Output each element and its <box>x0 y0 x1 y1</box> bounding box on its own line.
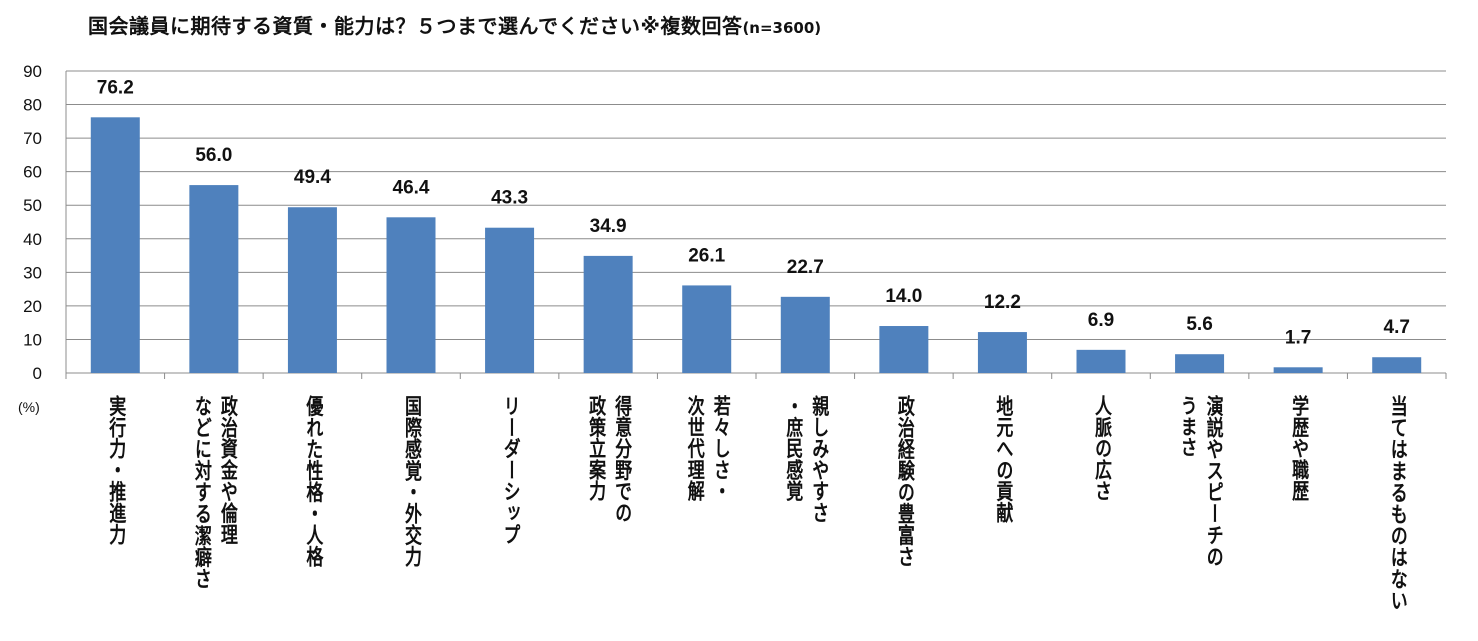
y-axis-unit-label: (%) <box>18 399 40 415</box>
bar <box>682 285 732 373</box>
x-category-label: 政策立案力 <box>585 394 607 502</box>
x-category-label: 人脈の広さ <box>1091 395 1112 501</box>
data-label: 5.6 <box>1186 314 1212 335</box>
x-category-label: ・庶民感覚 <box>782 395 803 502</box>
bar <box>485 227 535 373</box>
x-category-label: 優れた性格・人格 <box>302 394 324 569</box>
x-category-label: 得意分野での <box>611 394 633 523</box>
x-category-label: うまさ <box>1177 395 1197 457</box>
x-category-label: 親しみやすさ <box>808 394 829 523</box>
data-label: 1.7 <box>1285 327 1311 348</box>
y-tick-label: 40 <box>23 230 42 249</box>
bar <box>1372 357 1422 373</box>
data-label: 76.2 <box>97 77 134 98</box>
chart-title-text: 国会議員に期待する資質・能力は？５つまで選んでください※複数回答 <box>88 14 743 38</box>
data-label: 49.4 <box>294 167 331 188</box>
data-label: 22.7 <box>787 257 824 278</box>
x-category-label: などに対する潔癖さ <box>191 395 213 589</box>
bar <box>1273 367 1323 373</box>
data-label: 56.0 <box>195 145 232 166</box>
data-label: 4.7 <box>1384 317 1410 338</box>
x-category-label: 実行力・推進力 <box>105 394 127 547</box>
data-label: 26.1 <box>688 245 725 266</box>
bar <box>1076 349 1126 373</box>
bar <box>879 326 929 373</box>
x-category-label: 演説やスピーチの <box>1203 394 1224 567</box>
y-tick-label: 20 <box>23 297 42 316</box>
data-label: 12.2 <box>984 292 1021 313</box>
x-category-label: 学歴や職歴 <box>1288 394 1309 502</box>
bar <box>287 207 337 373</box>
y-tick-label: 10 <box>23 330 42 349</box>
x-category-label: 国際感覚・外交力 <box>401 395 422 568</box>
data-label: 14.0 <box>885 286 922 307</box>
data-label: 6.9 <box>1088 310 1114 331</box>
y-tick-label: 90 <box>23 62 42 81</box>
y-tick-label: 70 <box>23 129 42 148</box>
bar <box>977 332 1027 373</box>
x-category-label: 政治経験の豊富さ <box>894 394 915 567</box>
x-category-label: リーダーシップ <box>500 395 520 545</box>
x-category-label: 当てはまるものはない <box>1387 394 1407 611</box>
x-category-label: 次世代理解 <box>684 394 706 502</box>
data-label: 46.4 <box>393 177 430 198</box>
chart-title: 国会議員に期待する資質・能力は？５つまで選んでください※複数回答(n=3600) <box>88 10 821 39</box>
bar <box>583 255 633 373</box>
y-tick-label: 80 <box>23 96 42 115</box>
y-tick-label: 30 <box>23 263 42 282</box>
x-category-label: 若々しさ・ <box>710 394 732 501</box>
bar <box>780 296 830 373</box>
x-category-label: 政治資金や倫理 <box>217 394 239 545</box>
y-tick-label: 0 <box>33 364 42 383</box>
bar <box>90 117 140 373</box>
x-category-label: 地元への貢献 <box>992 394 1013 525</box>
data-label: 43.3 <box>491 188 528 209</box>
bar <box>189 185 239 373</box>
chart-sample-size: (n=3600) <box>742 19 822 37</box>
y-tick-label: 60 <box>23 163 42 182</box>
y-tick-label: 50 <box>23 196 42 215</box>
bar <box>386 217 436 373</box>
data-label: 34.9 <box>590 216 627 237</box>
bar <box>1175 354 1225 373</box>
